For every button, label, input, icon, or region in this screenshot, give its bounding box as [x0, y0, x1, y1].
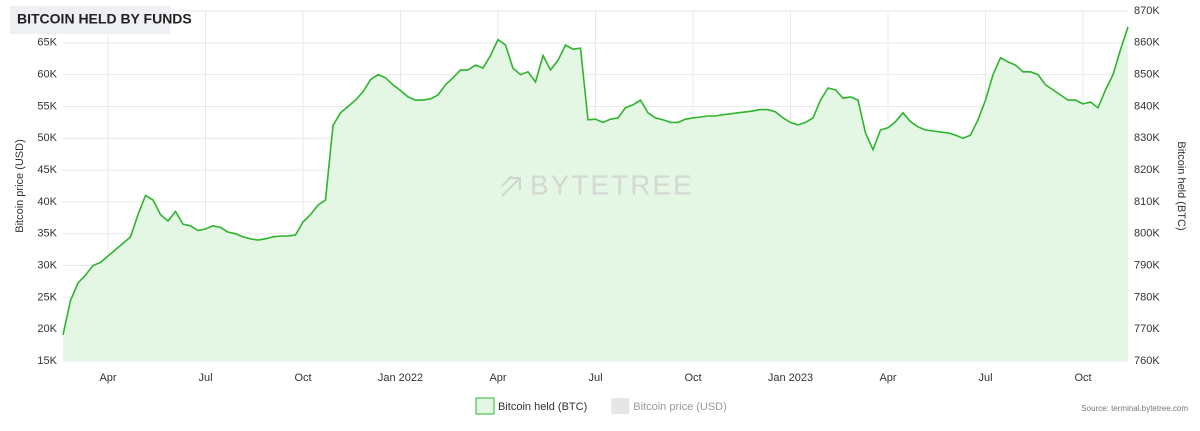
legend-label: Bitcoin held (BTC) [498, 401, 587, 413]
y2-tick-label: 780K [1134, 291, 1160, 303]
y2-tick-label: 820K [1134, 164, 1160, 176]
x-tick-label: Jan 2022 [378, 372, 423, 384]
y2-tick-label: 810K [1134, 196, 1160, 208]
chart-title: BITCOIN HELD BY FUNDS [17, 11, 192, 27]
y2-tick-label: 800K [1134, 228, 1160, 240]
y-tick-label: 50K [37, 132, 57, 144]
y2-tick-label: 860K [1134, 37, 1160, 49]
watermark-icon [501, 175, 521, 197]
y2-tick-label: 790K [1134, 259, 1160, 271]
y2-tick-label: 770K [1134, 323, 1160, 335]
x-tick-label: Oct [1074, 372, 1091, 384]
y2-tick-label: 870K [1134, 5, 1160, 17]
x-tick-label: Oct [684, 372, 701, 384]
x-tick-label: Apr [879, 372, 896, 384]
y2-tick-label: 840K [1134, 100, 1160, 112]
area-fill [63, 26, 1128, 362]
y-tick-label: 15K [37, 355, 57, 367]
y-tick-label: 40K [37, 196, 57, 208]
source: Source: terminal.bytetree.com [1081, 404, 1188, 413]
y-axis-label: Bitcoin price (USD) [14, 139, 26, 233]
x-tick-label: Jul [198, 372, 212, 384]
y-tick-label: 45K [37, 164, 57, 176]
y-tick-label: 55K [37, 100, 57, 112]
watermark: BYTETREE [530, 169, 694, 200]
y2-tick-label: 830K [1134, 132, 1160, 144]
y-tick-label: 60K [37, 69, 57, 81]
legend-swatch [475, 397, 495, 415]
x-tick-label: Jul [588, 372, 602, 384]
y-tick-label: 25K [37, 291, 57, 303]
y2-tick-label: 760K [1134, 355, 1160, 367]
x-tick-label: Jul [978, 372, 992, 384]
x-tick-label: Apr [489, 372, 506, 384]
y-tick-label: 20K [37, 323, 57, 335]
x-tick-label: Oct [294, 372, 311, 384]
y2-tick-label: 850K [1134, 69, 1160, 81]
title-box [10, 6, 170, 34]
legend-label: Bitcoin price (USD) [633, 401, 727, 413]
grid [63, 10, 1128, 362]
y2-axis-label: Bitcoin held (BTC) [1175, 141, 1187, 230]
x-tick-label: Jan 2023 [768, 372, 813, 384]
legend-swatch [611, 398, 630, 414]
y-tick-label: 65K [37, 37, 57, 49]
y-tick-label: 30K [37, 259, 57, 271]
area-line [62, 26, 1129, 336]
y-tick-label: 35K [37, 228, 57, 240]
x-tick-label: Apr [99, 372, 116, 384]
